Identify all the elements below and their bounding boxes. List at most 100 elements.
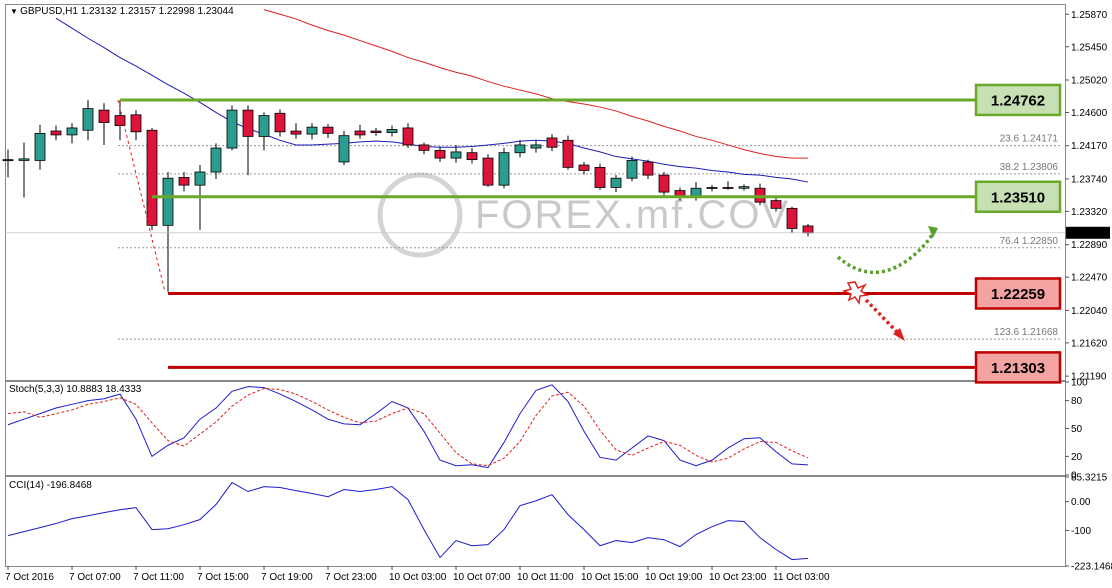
candle-body <box>546 137 558 148</box>
candle-body <box>162 177 174 226</box>
y-tick-label: 1.25450 <box>1071 42 1108 53</box>
candle-body <box>98 109 110 123</box>
fib-label: 23.6 1.24171 <box>1000 134 1059 145</box>
candle-body <box>562 139 574 168</box>
candle-body <box>354 130 366 136</box>
x-tick-label: 7 Oct 19:00 <box>261 572 313 583</box>
level-box <box>974 83 1062 117</box>
watermark-text: FOREX.mf.COV <box>475 193 790 237</box>
chart-header: ▼ GBPUSD,H1 1.23132 1.23157 1.22998 1.23… <box>10 6 234 17</box>
candle-body <box>82 108 94 131</box>
candle-body <box>226 109 238 149</box>
x-tick-label: 7 Oct 11:00 <box>133 572 184 583</box>
candle-body <box>722 187 734 189</box>
candle-body <box>530 144 542 149</box>
y-tick-label: 1.22890 <box>1071 240 1108 251</box>
candle-body <box>642 161 654 176</box>
y-tick-label: 1.25020 <box>1071 76 1108 87</box>
moving-average <box>55 17 809 183</box>
y-tick-label: 1.21190 <box>1071 372 1107 383</box>
chart-title: GBPUSD,H1 <box>20 6 78 17</box>
moving-average <box>263 9 808 159</box>
x-tick-label: 11 Oct 03:00 <box>773 572 830 583</box>
candle-body <box>578 164 590 171</box>
fib-ratio: 38.2 <box>1000 162 1020 173</box>
y-tick-label: -223.1468 <box>1071 562 1112 573</box>
fib-price: 1.21668 <box>1022 327 1059 338</box>
y-tick-label: 1.23320 <box>1071 207 1108 218</box>
candle-body <box>114 115 126 127</box>
level-label: 1.24762 <box>991 92 1045 109</box>
indicator-value: 18.4333 <box>105 384 142 395</box>
y-tick-label: -100 <box>1071 526 1091 537</box>
cci-header: CCI(14) -196.8468 <box>9 480 92 491</box>
x-tick-label: 10 Oct 11:00 <box>517 572 574 583</box>
candle-body <box>658 174 670 193</box>
level-label: 1.21303 <box>991 360 1045 377</box>
y-tick-label: 0 <box>1071 471 1077 482</box>
candle-body <box>306 126 318 135</box>
candle-body <box>50 130 62 136</box>
x-tick-label: 7 Oct 15:00 <box>197 572 249 583</box>
candle-body <box>402 127 414 146</box>
last-price-box <box>1066 226 1110 239</box>
y-tick-label: 80 <box>1071 396 1083 407</box>
y-tick-label: 1.24170 <box>1071 141 1108 152</box>
candle-body <box>242 109 254 137</box>
x-tick-label: 7 Oct 23:00 <box>325 572 377 583</box>
candle-body <box>18 158 30 161</box>
main-panel <box>5 4 1066 381</box>
y-tick-label: 1.21620 <box>1071 338 1108 349</box>
candle-body <box>418 144 430 151</box>
fib-ratio: 123.6 <box>994 327 1019 338</box>
up-arrow <box>836 229 937 275</box>
candle-body <box>66 127 78 136</box>
candle-body <box>610 177 622 188</box>
candle-body <box>178 177 190 186</box>
candle-body <box>594 166 606 188</box>
candle-body <box>34 132 46 161</box>
break-star <box>841 281 870 306</box>
y-tick-label: 100 <box>1071 378 1088 389</box>
candle-body <box>290 130 302 135</box>
y-tick-label: 1.24600 <box>1071 108 1108 119</box>
y-tick-label: 1.22470 <box>1071 273 1108 284</box>
indicator-value: -196.8468 <box>47 480 92 491</box>
level-label: 1.22259 <box>991 286 1045 303</box>
y-tick-label: 1.23740 <box>1071 174 1108 185</box>
x-tick-label: 10 Oct 03:00 <box>389 572 447 583</box>
candle-body <box>450 151 462 159</box>
watermark: FOREX.mf.COV <box>377 172 790 258</box>
candle-body <box>386 129 398 133</box>
candle-body <box>194 171 206 186</box>
level-box <box>974 180 1062 214</box>
down-arrow-head <box>893 328 905 341</box>
candle-body <box>274 112 286 133</box>
candle-body <box>210 147 222 173</box>
candle-body <box>338 135 350 163</box>
candle-body <box>626 160 638 179</box>
x-tick-label: 7 Oct 2016 <box>5 572 54 583</box>
low-value: 1.22998 <box>159 6 196 17</box>
candle-body <box>370 130 382 133</box>
indicator-line <box>7 481 809 561</box>
x-tick-label: 10 Oct 15:00 <box>581 572 639 583</box>
candle-body <box>498 152 510 186</box>
candle-body <box>2 159 14 162</box>
x-tick-label: 7 Oct 07:00 <box>69 572 121 583</box>
candle-body <box>322 126 334 134</box>
indicator-line <box>7 388 809 467</box>
candle-body <box>738 186 750 189</box>
y-tick-label: 50 <box>1071 424 1083 435</box>
y-tick-label: 1.25870 <box>1071 10 1108 21</box>
swing-line <box>117 99 166 293</box>
cci-panel <box>5 476 1066 567</box>
open-value: 1.23132 <box>81 6 118 17</box>
menu-arrow: ▼ <box>10 7 20 16</box>
candle-body <box>146 129 158 226</box>
last-price-label: 1.23044 <box>1069 228 1106 239</box>
level-label: 1.23510 <box>991 189 1045 206</box>
indicator-title: Stoch(5,3,3) <box>9 384 63 395</box>
fib-price: 1.24171 <box>1022 134 1059 145</box>
